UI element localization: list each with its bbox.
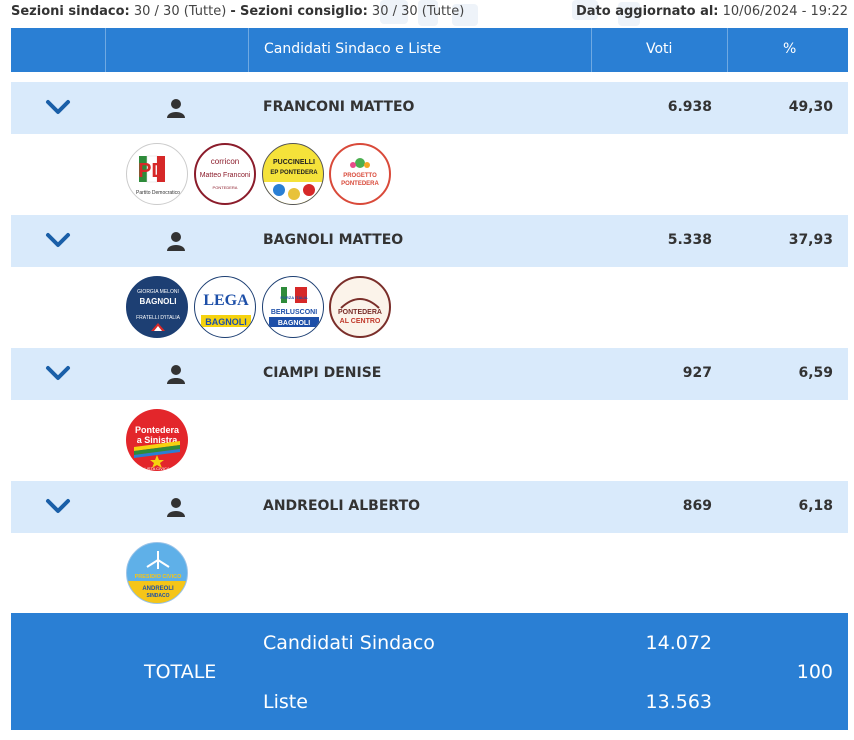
sezioni-sindaco-value: 30 / 30 (Tutte) [133,4,227,19]
presidio-logo-text: PRESIDIO CIVICO [135,574,182,580]
corricon-logo-subtext: Matteo Franconi [200,172,251,179]
candidate-row: BAGNOLI MATTEO 5.338 37,93 [11,215,848,267]
progetto-logo-subtext: PONTEDERA [341,181,379,187]
pas-logo-text: Pontedera [135,425,180,435]
lega-logo-subtext: BAGNOLI [205,317,247,327]
puccinelli-logo-subtext: EP PONTEDERA [270,170,318,176]
presidio-logo-subtext: ANDREOLI [142,586,174,592]
user-icon [167,498,185,517]
candidate-lists: Pontedera a Sinistra LISTA CIVICA [11,400,848,480]
pontedera-a-sinistra-logo-icon[interactable]: Pontedera a Sinistra LISTA CIVICA [126,409,188,471]
chevron-down-icon[interactable] [44,229,72,251]
last-update: Dato aggiornato al: 10/06/2024 - 19:22 [576,4,848,19]
user-icon [167,99,185,118]
candidate-name: BAGNOLI MATTEO [263,232,404,248]
info-bar: Sezioni sindaco: 30 / 30 (Tutte) - Sezio… [11,4,848,24]
header-candidates-label: Candidati Sindaco e Liste [264,41,442,57]
lega-logo-text: LEGA [203,292,249,309]
totals-candidates-value: 14.072 [645,632,712,654]
candidate-percent: 6,59 [798,365,833,381]
candidate-lists: PRESIDIO CIVICO ANDREOLI SINDACO [11,533,848,613]
sections-info: Sezioni sindaco: 30 / 30 (Tutte) - Sezio… [11,4,464,19]
candidate-votes: 6.938 [667,99,712,115]
background-decoration [380,0,408,24]
sezioni-consiglio-value: 30 / 30 (Tutte) [371,4,465,19]
pas-logo-subtext: a Sinistra [137,435,179,445]
candidate-row: CIAMPI DENISE 927 6,59 [11,348,848,400]
pac-logo-subtext: AL CENTRO [340,318,381,325]
background-decoration [618,2,640,26]
fratelli-italia-logo-icon[interactable]: GIORGIA MELONI BAGNOLI FRATELLI D'ITALIA [126,276,188,338]
candidate-percent: 6,18 [798,498,833,514]
pas-logo-footer: LISTA CIVICA [144,466,169,471]
candidate-lists: GIORGIA MELONI BAGNOLI FRATELLI D'ITALIA… [11,267,848,347]
fi-logo-toptext: FORZA ITALIA [280,295,307,300]
chevron-down-icon[interactable] [44,495,72,517]
updated-value: 10/06/2024 - 19:22 [722,4,848,19]
corricon-logo-icon[interactable]: corricon Matteo Franconi PONTEDERA [194,143,256,205]
pd-logo-subtext: Partito Democratico [136,190,180,196]
progetto-pontedera-logo-icon[interactable]: PROGETTO PONTEDERA [329,143,391,205]
chevron-down-icon[interactable] [44,362,72,384]
header-votes-label: Voti [646,41,673,57]
pac-logo-text: PONTEDERA [338,309,382,316]
table-header: Candidati Sindaco e Liste Voti % [11,28,848,72]
corricon-logo-text: corricon [211,157,239,166]
candidate-votes: 869 [682,498,712,514]
user-icon [167,232,185,251]
candidate-percent: 49,30 [788,99,833,115]
separator: - [230,4,236,19]
sezioni-consiglio-label: Sezioni consiglio: [239,4,368,19]
presidio-civico-logo-icon[interactable]: PRESIDIO CIVICO ANDREOLI SINDACO [126,542,188,604]
header-cell-expand [11,28,106,72]
pd-logo-icon[interactable]: PD Partito Democratico [126,143,188,205]
fdi-logo-subtext: FRATELLI D'ITALIA [136,315,181,321]
updated-label: Dato aggiornato al: [575,4,719,19]
corricon-logo-place: PONTEDERA [213,185,238,190]
puccinelli-logo-icon[interactable]: PUCCINELLI EP PONTEDERA [262,143,324,205]
pontedera-al-centro-logo-icon[interactable]: PONTEDERA AL CENTRO [329,276,391,338]
totals-candidates-label: Candidati Sindaco [263,632,435,654]
background-decoration [418,0,438,26]
candidate-row: FRANCONI MATTEO 6.938 49,30 [11,82,848,134]
background-decoration [572,0,598,20]
forza-italia-logo-icon[interactable]: FORZA ITALIA BERLUSCONI BAGNOLI [262,276,324,338]
candidate-lists: PD Partito Democratico corricon Matteo F… [11,134,848,214]
pd-logo-text: PD [138,160,166,182]
fdi-logo-toptext: GIORGIA MELONI [137,289,179,295]
background-decoration [452,4,478,26]
sezioni-sindaco-label: Sezioni sindaco: [11,4,130,19]
user-icon [167,365,185,384]
fi-logo-text: BERLUSCONI [271,309,317,316]
fdi-logo-text: BAGNOLI [140,297,177,306]
lega-logo-icon[interactable]: LEGA BAGNOLI [194,276,256,338]
header-cell-votes: Voti [591,28,728,72]
candidate-percent: 37,93 [788,232,833,248]
totals-lists-label: Liste [263,691,308,713]
header-cell-percent: % [727,28,848,72]
header-cell-icon [105,28,249,72]
candidate-votes: 927 [682,365,712,381]
totals-lists-value: 13.563 [645,691,712,713]
progetto-logo-text: PROGETTO [343,173,377,179]
header-cell-candidates: Candidati Sindaco e Liste [248,28,592,72]
candidate-name: FRANCONI MATTEO [263,99,415,115]
fi-logo-subtext: BAGNOLI [278,320,310,327]
presidio-logo-footer: SINDACO [146,593,169,599]
chevron-down-icon[interactable] [44,96,72,118]
totals-row: TOTALE Candidati Sindaco 14.072 Liste 13… [11,613,848,730]
totals-percent: 100 [796,661,833,683]
puccinelli-logo-text: PUCCINELLI [273,159,315,166]
candidate-name: ANDREOLI ALBERTO [263,498,421,514]
header-percent-label: % [783,41,797,57]
candidate-votes: 5.338 [667,232,712,248]
candidate-name: CIAMPI DENISE [263,365,382,381]
totals-label: TOTALE [144,661,217,683]
candidate-row: ANDREOLI ALBERTO 869 6,18 [11,481,848,533]
